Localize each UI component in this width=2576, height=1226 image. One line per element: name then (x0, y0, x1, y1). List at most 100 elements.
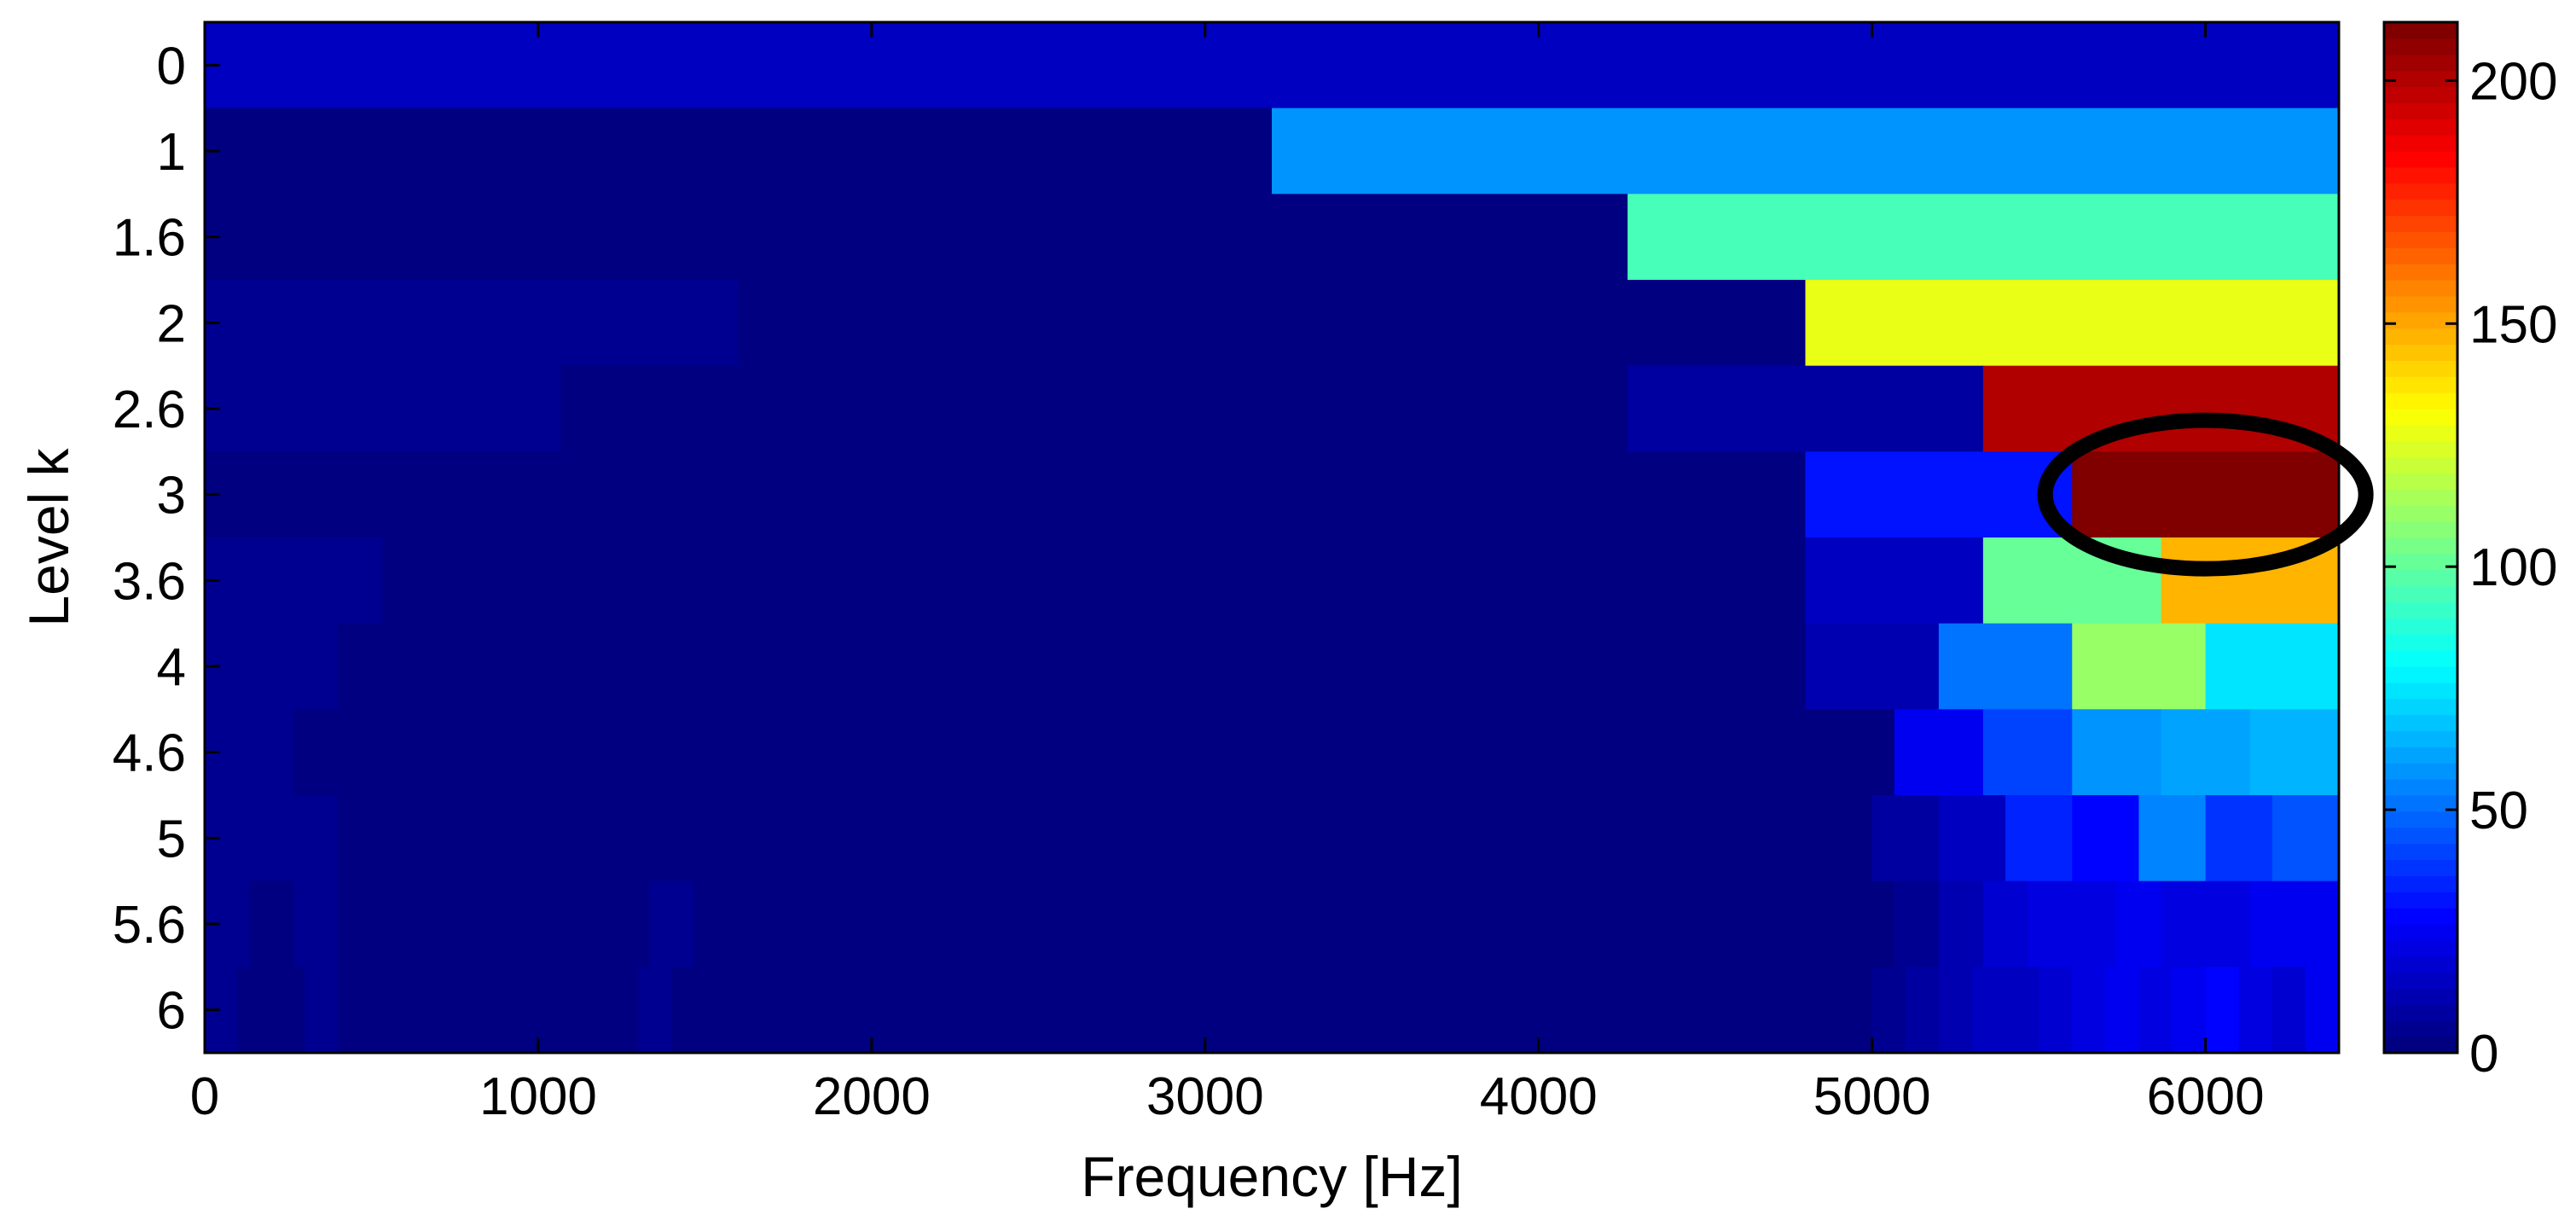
colorbar-swatch (2384, 1020, 2457, 1037)
colorbar-swatch (2384, 972, 2457, 990)
colorbar-swatch (2384, 328, 2457, 346)
heatmap-cell (2005, 967, 2039, 1054)
heatmap-cell (671, 967, 1873, 1054)
heatmap-cell (2138, 795, 2207, 882)
colorbar-swatch (2384, 280, 2457, 297)
colorbar-axis: 0 50 100 150 200 (2384, 52, 2557, 1084)
y-tick-label: 2.6 (113, 381, 186, 439)
x-tick-label: 4000 (1480, 1067, 1598, 1126)
colorbar-swatch (2384, 295, 2457, 313)
colorbar-swatch (2384, 988, 2457, 1005)
colorbar-swatch (2384, 811, 2457, 828)
heatmap-cell (238, 967, 305, 1054)
heatmap-cell (1805, 451, 2073, 538)
colorbar-swatch (2384, 505, 2457, 522)
colorbar-swatch (2384, 22, 2457, 39)
colorbar-swatch (2384, 102, 2457, 119)
heatmap-cell (2271, 795, 2340, 882)
colorbar-swatch (2384, 585, 2457, 603)
colorbar-swatch (2384, 939, 2457, 957)
y-tick-label: 1 (157, 123, 186, 182)
heatmap-cell (2072, 623, 2207, 710)
colorbar-swatch (2384, 859, 2457, 876)
heatmap-cell (2005, 795, 2073, 882)
heatmap-cell (1971, 967, 2006, 1054)
heatmap-cell (560, 365, 1628, 452)
colorbar-tick-label: 100 (2469, 538, 2557, 597)
heatmap-cell (2161, 880, 2207, 967)
x-axis-label: Frequency [Hz] (1081, 1145, 1463, 1208)
colorbar-swatch (2384, 489, 2457, 506)
heatmap-cell (205, 280, 740, 367)
colorbar-swatch (2384, 440, 2457, 458)
y-tick-label: 6 (157, 982, 186, 1041)
heatmap-cell (2295, 880, 2340, 967)
colorbar-swatch (2384, 135, 2457, 152)
heatmap-cell (1871, 795, 1940, 882)
heatmap-cell (2205, 623, 2340, 710)
heatmap-cell (382, 537, 1807, 625)
heatmap-cell (2072, 451, 2340, 538)
heatmap-cell (2205, 880, 2251, 967)
colorbar-swatch (2384, 569, 2457, 587)
colorbar-swatch (2384, 86, 2457, 103)
heatmap-cell (338, 623, 1807, 710)
y-axis: 0 1 1.6 2 2.6 3 3.6 4 4.6 5 5.6 6 (113, 37, 220, 1041)
heatmap-cell (2072, 709, 2162, 796)
colorbar-tick-label: 200 (2469, 52, 2557, 111)
heatmap-cell (2205, 967, 2240, 1054)
colorbar-swatch (2384, 231, 2457, 248)
heatmap-cell (1938, 623, 2073, 710)
colorbar-frame (2382, 20, 2459, 1055)
annotation-layer (2037, 412, 2374, 577)
heatmap-cell (2105, 967, 2140, 1054)
colorbar-swatch (2384, 682, 2457, 700)
y-tick-label: 5 (157, 810, 186, 869)
colorbar-tick-label: 50 (2469, 782, 2528, 840)
colorbar-swatch (2384, 601, 2457, 619)
heatmap-cell (2249, 709, 2340, 796)
heatmap-cell (1982, 709, 2073, 796)
x-tick-label: 5000 (1813, 1067, 1931, 1126)
heatmap-cell (205, 365, 561, 452)
heatmap-cell (338, 967, 639, 1054)
colorbar-swatch (2384, 553, 2457, 571)
colorbar-swatch (2384, 409, 2457, 426)
heatmap-cell (2161, 709, 2251, 796)
colorbar-swatch (2384, 795, 2457, 812)
colorbar-swatch (2384, 247, 2457, 264)
y-tick-label: 3.6 (113, 552, 186, 611)
y-tick-label: 4 (157, 638, 186, 697)
heatmap-cell (2249, 880, 2295, 967)
colorbar-swatch (2384, 456, 2457, 474)
heatmap-cell (338, 795, 1873, 882)
heatmap-cell (205, 107, 1273, 195)
heatmap-cell (1871, 967, 1906, 1054)
heatmap-cell (1272, 107, 2340, 195)
heatmap-cell (2072, 967, 2106, 1054)
heatmap-cells (205, 22, 2340, 1054)
colorbar-swatch (2384, 376, 2457, 393)
y-tick-label: 1.6 (113, 209, 186, 268)
colorbar-swatch (2384, 618, 2457, 635)
heatmap-cell (738, 280, 1807, 367)
heatmap-cell (2039, 967, 2073, 1054)
heatmap-cell (693, 880, 1895, 967)
heatmap-cell (1982, 365, 2340, 452)
x-tick-label: 3000 (1146, 1067, 1264, 1126)
heatmap-cell (205, 22, 2340, 109)
colorbar-swatch (2384, 119, 2457, 136)
heatmap-cell (305, 967, 339, 1054)
heatmap-cell (1894, 709, 1984, 796)
colorbar-swatch (2384, 650, 2457, 667)
heatmap-cell (1982, 880, 2028, 967)
heatmap-cell (338, 880, 650, 967)
heatmap-cell (1938, 880, 1984, 967)
colorbar-swatch (2384, 38, 2457, 55)
colorbar-swatch (2384, 311, 2457, 329)
x-tick-label: 1000 (479, 1067, 597, 1126)
colorbar-swatch (2384, 264, 2457, 281)
heatmap-cell (1905, 967, 1940, 1054)
colorbar-swatch (2384, 392, 2457, 410)
heatmap-cell (205, 623, 339, 710)
